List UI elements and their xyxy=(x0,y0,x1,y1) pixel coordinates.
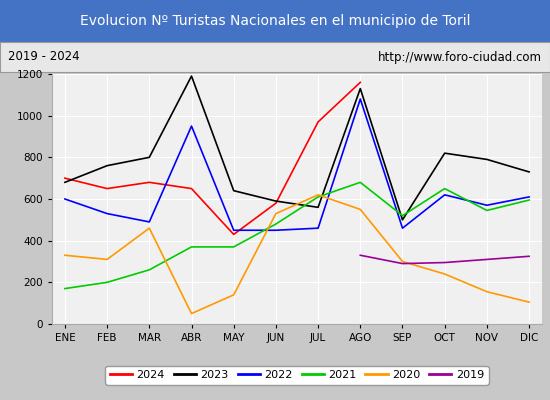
Legend: 2024, 2023, 2022, 2021, 2020, 2019: 2024, 2023, 2022, 2021, 2020, 2019 xyxy=(106,366,488,385)
Text: Evolucion Nº Turistas Nacionales en el municipio de Toril: Evolucion Nº Turistas Nacionales en el m… xyxy=(80,14,470,28)
Text: http://www.foro-ciudad.com: http://www.foro-ciudad.com xyxy=(378,50,542,64)
Text: 2019 - 2024: 2019 - 2024 xyxy=(8,50,80,64)
